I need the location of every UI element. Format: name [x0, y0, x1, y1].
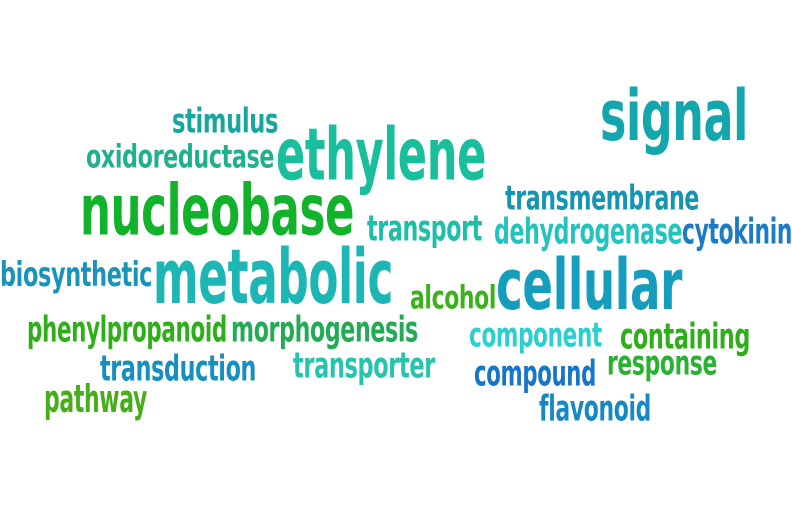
- word-dehydrogenase: dehydrogenase: [494, 209, 683, 253]
- word-component: component: [469, 314, 602, 356]
- word-cytokinin: cytokinin: [682, 209, 792, 253]
- word-response: response: [607, 342, 717, 384]
- word-morphogenesis: morphogenesis: [231, 307, 418, 351]
- word-transporter: transporter: [293, 343, 435, 387]
- word-transduction: transduction: [100, 346, 257, 390]
- word-pathway: pathway: [44, 376, 147, 422]
- word-compound: compound: [474, 351, 596, 395]
- word-signal: signal: [600, 76, 748, 158]
- word-stimulus: stimulus: [172, 100, 279, 142]
- word-phenylpropanoid: phenylpropanoid: [27, 307, 227, 351]
- word-transmembrane: transmembrane: [505, 177, 699, 219]
- word-ethylene: ethylene: [276, 112, 487, 197]
- word-flavonoid: flavonoid: [539, 386, 651, 430]
- word-oxidoreductase: oxidoreductase: [86, 138, 275, 177]
- word-metabolic: metabolic: [153, 234, 394, 322]
- word-nucleobase: nucleobase: [80, 169, 355, 252]
- word-containing: containing: [620, 314, 751, 358]
- word-biosynthetic: biosynthetic: [0, 255, 153, 296]
- word-cellular: cellular: [496, 245, 683, 327]
- word-transport: transport: [367, 206, 483, 250]
- word-alcohol: alcohol: [410, 279, 497, 318]
